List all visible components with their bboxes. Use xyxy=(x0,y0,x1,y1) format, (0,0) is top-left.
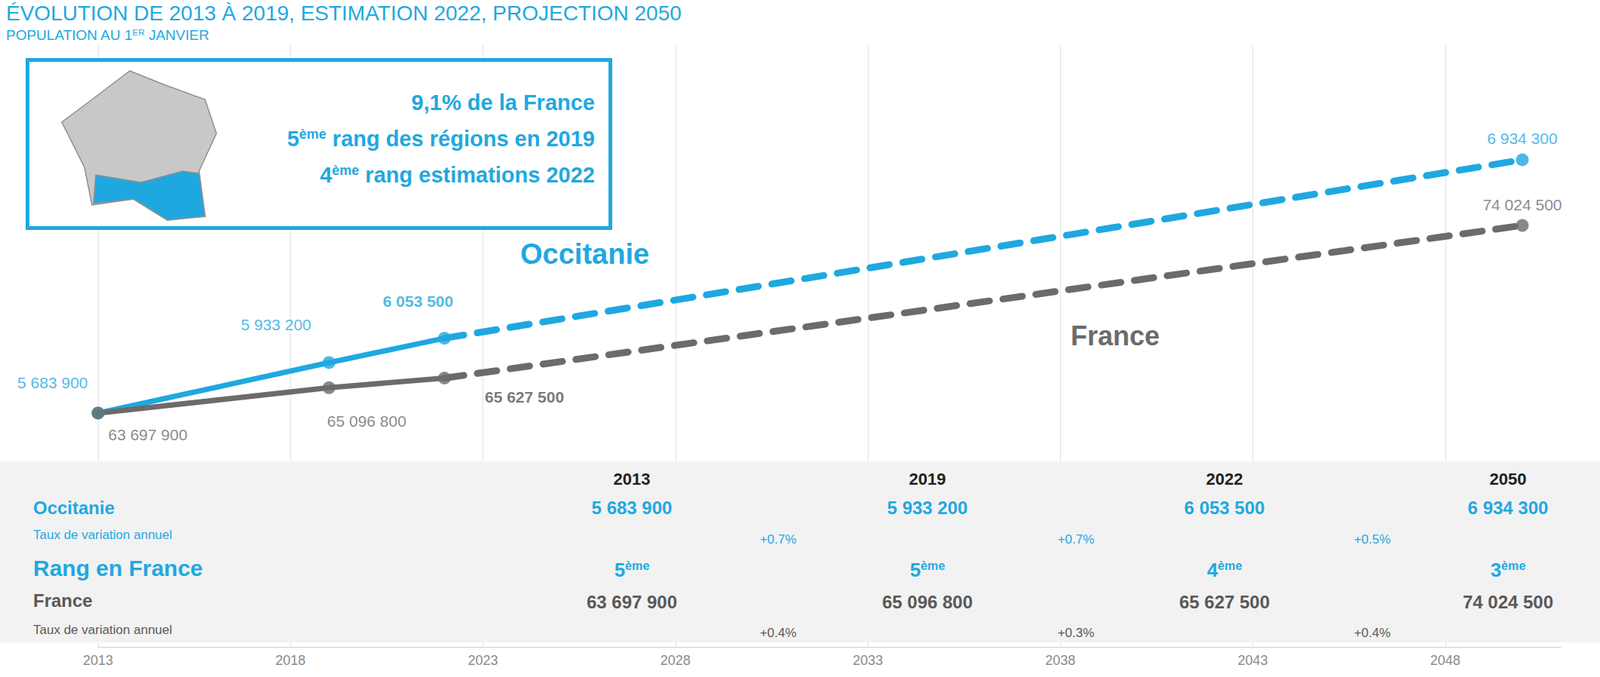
html-text:Occitanie: Occitanie xyxy=(520,238,650,270)
html-text:5ème: 5ème xyxy=(614,558,650,581)
svg-text:2013: 2013 xyxy=(82,652,114,669)
html-text:Rang en France: Rang en France xyxy=(33,555,203,581)
html-text:3ème: 3ème xyxy=(1490,558,1526,581)
html-text:2019: 2019 xyxy=(908,469,946,489)
html-text:9,1% de la France: 9,1% de la France xyxy=(411,90,595,115)
svg-text:2043: 2043 xyxy=(1238,652,1269,669)
html-text:5 683 900: 5 683 900 xyxy=(591,497,673,519)
html-text:2013: 2013 xyxy=(613,469,651,489)
html-text:France: France xyxy=(33,590,93,611)
svg-text:65 096 800: 65 096 800 xyxy=(327,412,407,430)
html-text:2022: 2022 xyxy=(1206,469,1243,489)
html-text:POPULATION AU 1ERJANVIER: POPULATION AU 1ERJANVIER xyxy=(6,26,210,43)
html-text:74 024 500: 74 024 500 xyxy=(1462,591,1554,613)
html-text:+0.4%: +0.4% xyxy=(1353,625,1391,641)
svg-text:5 933 200: 5 933 200 xyxy=(240,315,311,334)
svg-text:74 024 500: 74 024 500 xyxy=(1482,196,1562,214)
html-text:5 933 200: 5 933 200 xyxy=(887,497,968,519)
html-text:Occitanie: Occitanie xyxy=(33,497,115,519)
html-text:65 627 500: 65 627 500 xyxy=(1179,591,1270,613)
html-text:4ème: 4ème xyxy=(1206,558,1243,581)
svg-text:5 683 900: 5 683 900 xyxy=(17,373,88,392)
svg-text:2028: 2028 xyxy=(660,652,691,669)
html-text:2050: 2050 xyxy=(1489,469,1527,489)
svg-text:2033: 2033 xyxy=(852,652,883,669)
html-text:+0.4%: +0.4% xyxy=(759,625,797,641)
html-text:6 934 300: 6 934 300 xyxy=(1467,497,1549,519)
html-text:63 697 900: 63 697 900 xyxy=(586,591,678,613)
svg-text:2048: 2048 xyxy=(1430,652,1461,669)
html-text:ÉVOLUTION DE 2013 À 2019, ESTI: ÉVOLUTION DE 2013 À 2019, ESTIMATION 202… xyxy=(6,1,682,25)
svg-text:2018: 2018 xyxy=(275,652,306,669)
html-text:France: France xyxy=(1070,320,1160,352)
html-text:+0.7%: +0.7% xyxy=(759,532,797,547)
svg-text:63 697 900: 63 697 900 xyxy=(108,426,188,444)
html-text:Taux de variation annuel: Taux de variation annuel xyxy=(33,622,173,638)
html-text:5èmerang des régions en 2019: 5èmerang des régions en 2019 xyxy=(287,126,595,151)
html-text:+0.3%: +0.3% xyxy=(1057,625,1095,641)
html-text:Taux de variation annuel: Taux de variation annuel xyxy=(33,527,173,543)
html-text:5ème: 5ème xyxy=(909,558,946,581)
html-text:65 096 800: 65 096 800 xyxy=(882,591,973,613)
svg-text:2038: 2038 xyxy=(1045,652,1076,669)
svg-text:6 934 300: 6 934 300 xyxy=(1486,129,1558,148)
html-text:+0.7%: +0.7% xyxy=(1057,532,1095,547)
svg-text:2023: 2023 xyxy=(468,652,499,669)
html-text:6 053 500: 6 053 500 xyxy=(1184,497,1265,519)
svg-text:65 627 500: 65 627 500 xyxy=(484,388,564,406)
svg-text:6 053 500: 6 053 500 xyxy=(383,292,454,310)
html-text:+0.5%: +0.5% xyxy=(1353,532,1391,547)
html-text:4èmerang estimations 2022: 4èmerang estimations 2022 xyxy=(319,162,595,187)
